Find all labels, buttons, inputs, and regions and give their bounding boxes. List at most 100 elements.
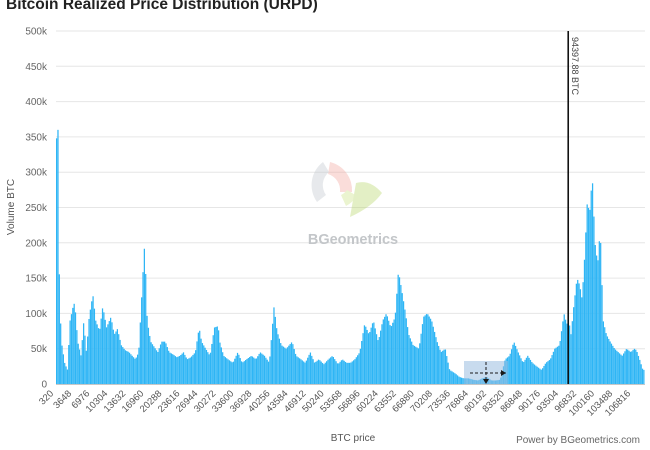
volume-bar [401,293,403,384]
volume-bar [87,336,89,384]
volume-bar [392,322,394,384]
volume-bar [590,190,592,384]
volume-bar [585,232,587,384]
volume-bar [247,358,249,384]
volume-bar [315,361,317,384]
volume-bar [424,315,426,384]
volume-bar [375,334,378,384]
volume-bar [141,297,143,384]
volume-bar [154,348,156,384]
volume-bar [177,356,179,384]
volume-bar [347,362,349,384]
volume-bar [409,338,411,384]
volume-bar [394,312,397,384]
volume-bar [305,360,307,384]
volume-bar [64,362,66,384]
volume-bar [246,358,248,384]
volume-bar [408,335,410,384]
volume-bar [605,333,607,384]
y-tick-label: 400k [25,97,48,108]
volume-bar [270,340,272,384]
volume-bar [628,350,630,384]
volume-bar [415,346,417,384]
volume-bar [586,204,588,384]
navigator-selection-box[interactable] [464,361,508,385]
volume-bar [608,338,610,384]
volume-bar [145,273,147,384]
y-tick-label: 250k [25,203,48,214]
volume-bar [574,295,576,384]
credits-link[interactable]: Power by BGeometrics.com [516,435,640,446]
volume-bar [238,354,240,384]
volume-bar [342,359,344,384]
volume-bar [413,345,415,384]
volume-bar [269,356,271,384]
volume-bar [547,361,549,384]
volume-bar [185,357,187,384]
volume-bar [398,277,401,384]
volume-bar [609,341,611,384]
volume-bar [181,353,183,384]
volume-bar [357,355,359,384]
volume-bar [613,348,615,384]
volume-bar [316,360,318,384]
volume-bar [531,361,533,384]
volume-bar [101,308,104,384]
volume-bar [290,342,293,384]
volume-bar [282,346,285,384]
y-tick-label: 0 [41,380,47,391]
volume-bar [132,357,135,384]
volume-bar [73,303,75,384]
y-tick-label: 150k [25,274,48,285]
volume-bar [338,363,340,384]
volume-bar [308,354,310,384]
volume-bar [169,352,171,384]
volume-bar [380,330,382,384]
y-tick-label: 350k [25,132,48,143]
volume-bar [143,248,145,384]
volume-bar [556,346,559,384]
volume-bar [359,348,361,384]
volume-bar [550,358,552,384]
volume-bar [96,324,98,384]
volume-bar [317,359,320,384]
volume-bar [529,359,532,384]
volume-bar [632,349,634,384]
volume-bar [386,316,388,384]
volume-bar [543,365,545,384]
volume-bar [438,345,440,384]
volume-bar [593,216,595,384]
volume-bar [420,333,422,384]
volume-bar [195,350,197,384]
volume-bar [205,349,208,384]
volume-bar [521,361,523,384]
volume-bar [560,331,563,384]
volume-bar [436,342,438,384]
volume-bar [311,355,313,384]
volume-bar [284,347,286,384]
volume-bar [402,301,405,384]
volume-bar [321,362,324,384]
volume-bar [118,334,120,384]
volume-bar [296,356,298,384]
volume-bar [604,327,606,384]
volume-bar [517,352,519,384]
volume-bar [66,369,69,384]
volume-bar [583,259,586,384]
volume-bar [307,357,309,384]
volume-bar [304,362,306,384]
volume-bar [639,359,641,384]
volume-bar [108,321,110,384]
volume-bar [57,129,59,384]
volume-bar [429,318,432,384]
volume-bar [277,334,279,384]
volume-bar [454,373,456,384]
grid-lines [56,30,645,350]
volume-bar [208,354,210,384]
volume-bar [220,347,222,384]
volume-bar [65,366,67,384]
volume-bar [336,363,339,384]
volume-bar [151,344,154,384]
volume-bar [116,329,118,384]
